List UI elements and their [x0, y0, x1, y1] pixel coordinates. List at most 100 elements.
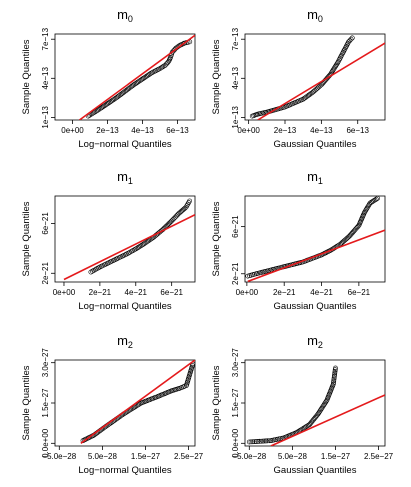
panel-3-title: m1 — [117, 169, 133, 186]
panel-2-x-tick-label: 6e−13 — [346, 126, 369, 135]
sample-point — [100, 104, 105, 110]
panel-3-y-tick-label: 6e−21 — [41, 212, 50, 235]
sample-point — [160, 64, 166, 70]
sample-point — [171, 216, 177, 221]
panel-2-frame — [244, 33, 386, 121]
panel-4-x-tick-label: 6e−21 — [348, 288, 371, 297]
sample-point — [182, 40, 187, 46]
panel-6-reference-line — [270, 394, 385, 446]
sample-point — [316, 84, 322, 90]
sample-point — [134, 403, 140, 408]
panel-5-y-axis-label: Sample Quantiles — [21, 365, 32, 440]
sample-point — [105, 101, 110, 107]
sample-point — [303, 424, 309, 430]
panel-6-x-tick-label: −5.0e−28 — [232, 452, 266, 461]
panel-2-y-tick-label: 4e−13 — [231, 67, 240, 90]
panel-4-x-tick-label: 4e−21 — [310, 288, 333, 297]
sample-point — [332, 370, 338, 376]
panel-6-x-tick-label: 5.0e−28 — [278, 452, 308, 461]
sample-point — [252, 439, 257, 445]
sample-point — [101, 103, 107, 109]
sample-point — [334, 61, 340, 67]
sample-point — [321, 401, 327, 407]
panel-2-x-tick-label: 4e−13 — [310, 126, 333, 135]
panel-4-frame — [244, 195, 386, 283]
sample-point — [98, 105, 104, 111]
panel-3-x-axis-label: Log−normal Quantiles — [78, 301, 171, 312]
sample-point — [142, 74, 148, 80]
panel-6-frame — [244, 359, 386, 447]
panel-6-x-axis-label: Gaussian Quantiles — [274, 465, 357, 476]
panel-1-x-tick-label: 6e−13 — [166, 126, 189, 135]
sample-point — [368, 199, 374, 205]
sample-point — [329, 69, 335, 75]
sample-point — [135, 244, 141, 250]
sample-point — [255, 439, 261, 444]
sample-point — [304, 423, 310, 429]
panel-5-y-tick-label: 3.0e−27 — [41, 348, 50, 378]
sample-point — [253, 439, 259, 444]
sample-point — [137, 401, 143, 407]
panel-5-y-tick-label: 0.0e+00 — [41, 428, 50, 458]
sample-point — [137, 78, 143, 84]
sample-point — [96, 107, 102, 112]
sample-point — [133, 246, 139, 252]
sample-point — [331, 380, 336, 385]
sample-point — [97, 106, 103, 112]
sample-point — [346, 39, 352, 45]
sample-point — [172, 214, 178, 220]
sample-point — [320, 404, 325, 410]
sample-point — [134, 245, 140, 251]
sample-point — [363, 207, 369, 213]
sample-point — [260, 438, 266, 444]
sample-point — [140, 76, 145, 82]
panel-1-x-tick-label: 0e+00 — [61, 126, 84, 135]
panel-6-y-tick-label: 1.5e−27 — [231, 388, 240, 418]
sample-point — [319, 405, 325, 411]
sample-point — [250, 439, 256, 445]
sample-point — [331, 376, 337, 382]
panel-5-y-tick-label: 1.5e−27 — [41, 388, 50, 418]
panel-2-x-axis-label: Gaussian Quantiles — [274, 139, 357, 150]
sample-point — [330, 68, 336, 73]
sample-point — [332, 368, 338, 374]
sample-point — [322, 400, 328, 406]
sample-point — [132, 81, 138, 87]
sample-point — [367, 200, 373, 206]
sample-point — [347, 38, 353, 43]
sample-point — [133, 403, 139, 409]
panel-2-reference-line — [257, 42, 385, 120]
panel-6-y-tick-label: 0.0e+00 — [231, 428, 240, 458]
sample-point — [373, 196, 379, 202]
sample-point — [248, 439, 254, 445]
sample-point — [169, 218, 175, 224]
panel-2-y-axis-label: Sample Quantiles — [211, 39, 222, 114]
sample-point — [370, 199, 375, 204]
panel-1-y-tick-label: 4e−13 — [41, 67, 50, 90]
panel-6-x-tick-label: 2.5e−27 — [364, 452, 394, 461]
sample-point — [139, 242, 145, 248]
panel-3-sample-points — [88, 198, 193, 275]
panel-3-x-tick-label: 4e−21 — [125, 288, 148, 297]
sample-point — [130, 83, 135, 89]
sample-point — [187, 198, 193, 204]
panel-4-reference-line — [247, 229, 385, 282]
panel-3-y-tick-label: 2e−21 — [41, 261, 50, 284]
sample-point — [141, 241, 146, 247]
panel-4-y-tick-label: 6e−21 — [231, 215, 240, 238]
sample-point — [355, 224, 361, 230]
panel-5-reference-line — [80, 360, 195, 444]
sample-point — [362, 210, 367, 215]
sample-point — [332, 65, 337, 71]
sample-point — [372, 197, 378, 203]
panel-5-x-tick-label: −5.0e−28 — [42, 452, 76, 461]
sample-point — [313, 86, 319, 92]
sample-point — [371, 198, 377, 204]
sample-point — [315, 85, 320, 91]
sample-point — [261, 438, 267, 444]
panel-1-y-tick-label: 1e−13 — [41, 106, 50, 129]
sample-point — [107, 99, 113, 105]
sample-point — [265, 438, 271, 444]
sample-point — [145, 73, 150, 79]
sample-point — [246, 439, 252, 445]
